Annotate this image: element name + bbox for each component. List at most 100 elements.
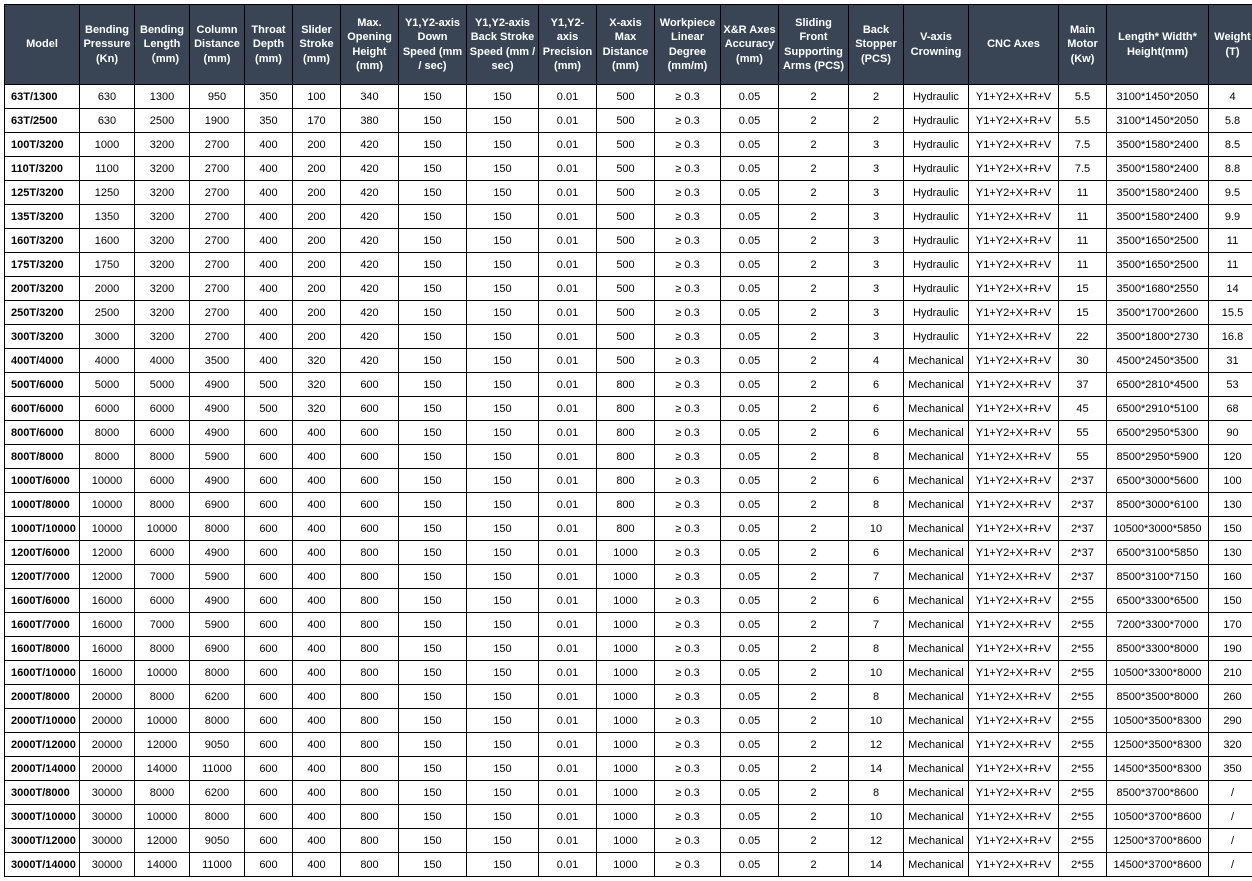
data-cell: 400 (293, 805, 341, 829)
data-cell: 1000 (597, 589, 655, 613)
data-cell: 3200 (135, 277, 190, 301)
data-cell: 400 (293, 685, 341, 709)
data-cell: 8500*3700*8600 (1107, 781, 1209, 805)
data-cell: 0.05 (721, 517, 779, 541)
data-cell: Y1+Y2+X+R+V (969, 541, 1059, 565)
data-cell: Y1+Y2+X+R+V (969, 445, 1059, 469)
data-cell: Mechanical (904, 685, 969, 709)
data-cell: 12000 (80, 541, 135, 565)
data-cell: ≥ 0.3 (655, 421, 721, 445)
table-row: 63T/130063013009503501003401501500.01500… (5, 85, 1252, 109)
data-cell: 600 (341, 517, 399, 541)
data-cell: Mechanical (904, 565, 969, 589)
data-cell: 400 (293, 493, 341, 517)
data-cell: 150 (399, 589, 467, 613)
model-cell: 3000T/10000 (5, 805, 80, 829)
data-cell: 2 (779, 493, 849, 517)
data-cell: 1000 (597, 565, 655, 589)
data-cell: 2700 (190, 325, 245, 349)
data-cell: 2*37 (1059, 469, 1107, 493)
data-cell: 4900 (190, 421, 245, 445)
data-cell: Y1+Y2+X+R+V (969, 637, 1059, 661)
data-cell: 150 (467, 157, 539, 181)
data-cell: Mechanical (904, 541, 969, 565)
data-cell: 150 (399, 277, 467, 301)
data-cell: 7.5 (1059, 133, 1107, 157)
data-cell: 16000 (80, 589, 135, 613)
data-cell: 150 (467, 301, 539, 325)
data-cell: ≥ 0.3 (655, 565, 721, 589)
data-cell: 1000 (597, 781, 655, 805)
data-cell: 6 (849, 421, 904, 445)
data-cell: 45 (1059, 397, 1107, 421)
data-cell: 2*55 (1059, 733, 1107, 757)
data-cell: 400 (293, 613, 341, 637)
data-cell: 0.05 (721, 565, 779, 589)
data-cell: 2*55 (1059, 661, 1107, 685)
data-cell: 150 (399, 301, 467, 325)
data-cell: 600 (341, 445, 399, 469)
data-cell: 150 (399, 421, 467, 445)
data-cell: 8000 (80, 421, 135, 445)
data-cell: 6000 (135, 589, 190, 613)
data-cell: ≥ 0.3 (655, 589, 721, 613)
data-cell: 3100*1450*2050 (1107, 85, 1209, 109)
data-cell: 2 (779, 829, 849, 853)
data-cell: 7.5 (1059, 157, 1107, 181)
data-cell: 150 (467, 397, 539, 421)
data-cell: 400 (293, 733, 341, 757)
data-cell: 1600 (80, 229, 135, 253)
data-cell: / (1209, 805, 1252, 829)
data-cell: 8500*3300*8000 (1107, 637, 1209, 661)
data-cell: 2 (779, 637, 849, 661)
data-cell: ≥ 0.3 (655, 469, 721, 493)
data-cell: 600 (341, 421, 399, 445)
data-cell: Mechanical (904, 349, 969, 373)
data-cell: 0.05 (721, 709, 779, 733)
model-cell: 135T/3200 (5, 205, 80, 229)
data-cell: 150 (399, 397, 467, 421)
data-cell: ≥ 0.3 (655, 829, 721, 853)
data-cell: 8000 (190, 709, 245, 733)
data-cell: 1000 (597, 829, 655, 853)
table-row: 800T/80008000800059006004006001501500.01… (5, 445, 1252, 469)
data-cell: 20000 (80, 733, 135, 757)
data-cell: 6200 (190, 685, 245, 709)
data-cell: 800 (597, 421, 655, 445)
data-cell: 12000 (135, 733, 190, 757)
data-cell: 400 (293, 541, 341, 565)
data-cell: 260 (1209, 685, 1252, 709)
data-cell: 8 (849, 445, 904, 469)
data-cell: 500 (597, 85, 655, 109)
data-cell: 500 (597, 253, 655, 277)
data-cell: 11 (1059, 205, 1107, 229)
data-cell: 2 (779, 517, 849, 541)
data-cell: 2 (779, 253, 849, 277)
data-cell: 400 (293, 781, 341, 805)
data-cell: 400 (245, 157, 293, 181)
table-row: 1600T/700016000700059006004008001501500.… (5, 613, 1252, 637)
table-header: ModelBending Pressure (Kn)Bending Length… (5, 5, 1252, 85)
data-cell: 3100*1450*2050 (1107, 109, 1209, 133)
data-cell: 16000 (80, 661, 135, 685)
data-cell: 600 (341, 397, 399, 421)
data-cell: 350 (245, 85, 293, 109)
table-row: 2000T/800020000800062006004008001501500.… (5, 685, 1252, 709)
data-cell: 0.01 (539, 685, 597, 709)
model-cell: 250T/3200 (5, 301, 80, 325)
data-cell: 2*37 (1059, 493, 1107, 517)
data-cell: 12500*3500*8300 (1107, 733, 1209, 757)
data-cell: ≥ 0.3 (655, 781, 721, 805)
data-cell: Y1+Y2+X+R+V (969, 757, 1059, 781)
column-header: Main Motor (Kw) (1059, 5, 1107, 85)
data-cell: 10 (849, 709, 904, 733)
data-cell: 200 (293, 253, 341, 277)
data-cell: 0.05 (721, 253, 779, 277)
data-cell: 400 (293, 757, 341, 781)
data-cell: 1000 (597, 709, 655, 733)
model-cell: 400T/4000 (5, 349, 80, 373)
data-cell: 600 (245, 733, 293, 757)
data-cell: 800 (341, 829, 399, 853)
data-cell: 1000 (597, 541, 655, 565)
data-cell: 500 (597, 229, 655, 253)
